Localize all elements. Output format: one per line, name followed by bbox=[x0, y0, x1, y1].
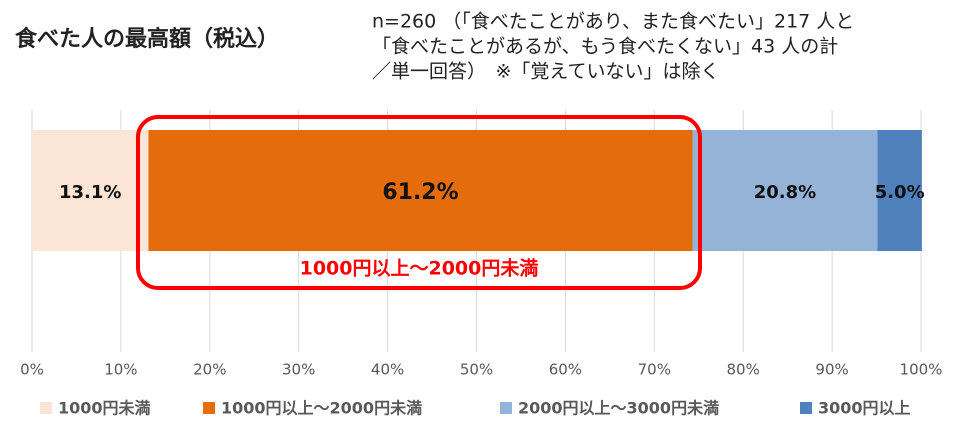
legend-label: 2000円以上～3000円未満 bbox=[518, 399, 719, 418]
chart-title: 食べた人の最高額（税込） bbox=[15, 26, 279, 52]
legend-swatch bbox=[203, 402, 215, 414]
legend-swatch bbox=[500, 402, 512, 414]
subtitle: ／単一回答） ※「覚えていない」は除く bbox=[372, 61, 719, 83]
x-tick-label: 10% bbox=[104, 361, 137, 379]
subtitle: n=260 （「食べたことがあり、また食べたい」217 人と bbox=[372, 11, 854, 33]
bar-segment bbox=[877, 130, 922, 251]
bar-segment bbox=[148, 130, 693, 251]
x-tick-label: 30% bbox=[282, 361, 315, 379]
data-label: 5.0% bbox=[875, 182, 925, 203]
x-tick-label: 90% bbox=[815, 361, 848, 379]
legend-label: 1000円以上～2000円未満 bbox=[221, 399, 422, 418]
data-label: 20.8% bbox=[754, 182, 816, 203]
x-tick-label: 50% bbox=[460, 361, 493, 379]
annotation: 1000円以上～2000円未満 bbox=[300, 257, 539, 280]
x-tick-label: 20% bbox=[193, 361, 226, 379]
legend-swatch bbox=[800, 402, 812, 414]
x-tick-label: 80% bbox=[727, 361, 760, 379]
x-tick-label: 60% bbox=[549, 361, 582, 379]
legend-label: 3000円以上 bbox=[818, 399, 911, 418]
bar-segment bbox=[692, 130, 878, 251]
data-label: 61.2% bbox=[382, 180, 458, 205]
bar-segment bbox=[32, 130, 149, 251]
x-tick-label: 0% bbox=[20, 361, 44, 379]
subtitle: 「食べたことがあるが、もう食べたくない」43 人の計 bbox=[372, 36, 838, 58]
x-tick-label: 70% bbox=[638, 361, 671, 379]
annotation-box bbox=[136, 115, 702, 290]
x-tick-label: 100% bbox=[900, 361, 943, 379]
legend-label: 1000円未満 bbox=[58, 399, 151, 418]
data-label: 13.1% bbox=[59, 182, 121, 203]
x-tick-label: 40% bbox=[371, 361, 404, 379]
legend-swatch bbox=[40, 402, 52, 414]
